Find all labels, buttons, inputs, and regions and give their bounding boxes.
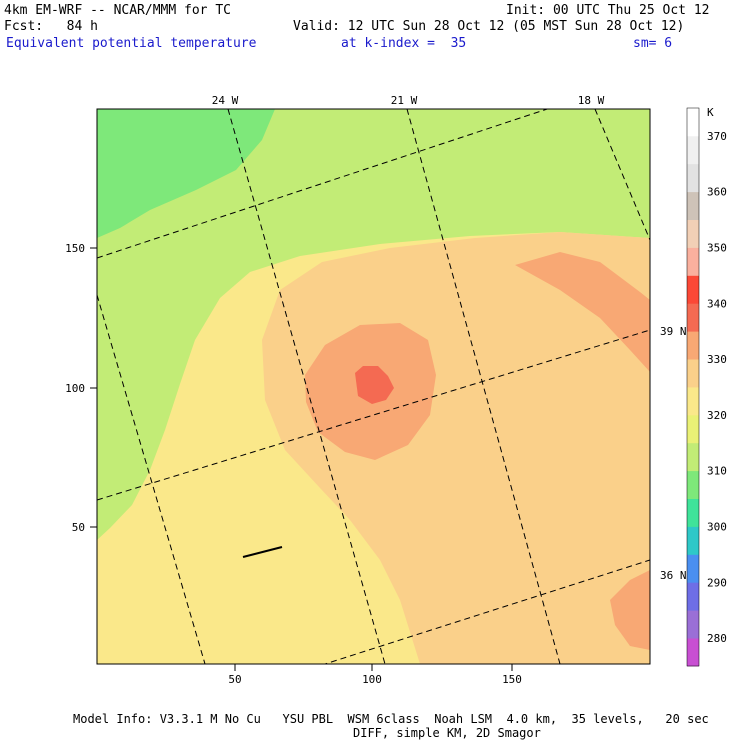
colorbar-tick-label: 320 — [707, 409, 727, 422]
colorbar-tick-label: 370 — [707, 130, 727, 143]
colorbar-band — [687, 163, 699, 193]
colorbar-band — [687, 387, 699, 416]
colorbar-band — [687, 414, 699, 444]
smoothing-label: sm= 6 — [633, 36, 673, 51]
colorbar-band — [687, 498, 699, 527]
lat-lon-grid — [97, 109, 650, 664]
longitude-label: 18 W — [578, 94, 605, 107]
colorbar-band — [687, 247, 699, 276]
latitude-label: 39 N — [660, 325, 687, 338]
plot-frame — [96, 108, 651, 665]
colorbar-unit-label: K — [707, 106, 714, 119]
field-340-core — [355, 366, 394, 404]
colorbar-frame — [686, 107, 700, 667]
longitude-label: 24 W — [212, 94, 239, 107]
colorbar-band — [687, 442, 699, 472]
level-label: at k-index = 35 — [341, 36, 467, 51]
model-title: 4km EM-WRF -- NCAR/MMM for TC — [4, 3, 231, 18]
field-300-region — [97, 109, 275, 238]
theta-e-field — [97, 109, 650, 664]
colorbar-tick-label: 350 — [707, 242, 727, 255]
colorbar-band — [687, 554, 699, 583]
longitude-label: 21 W — [391, 94, 418, 107]
valid-time: Valid: 12 UTC Sun 28 Oct 12 (05 MST Sun … — [293, 19, 685, 34]
diffusion-info: DIFF, simple KM, 2D Smagor — [353, 726, 541, 740]
y-tick-label: 50 — [72, 521, 85, 534]
x-tick-label: 50 — [228, 673, 241, 686]
init-time: Init: 00 UTC Thu 25 Oct 12 — [506, 3, 710, 18]
colorbar-band — [687, 219, 699, 248]
colorbar-band — [687, 135, 699, 165]
colorbar-band — [687, 303, 699, 332]
colorbar-band — [687, 191, 699, 220]
colorbar-tick-label: 360 — [707, 186, 727, 199]
y-tick-label: 150 — [65, 242, 85, 255]
field-310-region — [97, 109, 650, 540]
y-tick-label: 100 — [65, 382, 85, 395]
colorbar-band — [687, 331, 699, 360]
x-tick-label: 100 — [362, 673, 382, 686]
colorbar-band — [687, 359, 699, 388]
x-tick-marks — [234, 664, 513, 671]
x-tick-label: 150 — [502, 673, 522, 686]
colorbar-band — [687, 526, 699, 555]
colorbar-band — [687, 275, 699, 304]
colorbar-band — [687, 108, 699, 137]
colorbar-tick-label: 340 — [707, 297, 727, 310]
colorbar-tick-label: 280 — [707, 632, 727, 645]
wind-barb-line — [242, 546, 283, 558]
colorbar-band — [687, 582, 699, 611]
colorbar-band — [687, 638, 699, 667]
field-name: Equivalent potential temperature — [6, 36, 257, 51]
colorbar-tick-label: 300 — [707, 521, 727, 534]
colorbar-tick-label: 310 — [707, 465, 727, 478]
latitude-label: 36 N — [660, 569, 687, 582]
forecast-hour: Fcst: 84 h — [4, 19, 98, 34]
map-plot: 150 100 50 50 100 150 24 W 21 W 18 W 39 … — [65, 94, 727, 686]
colorbar-tick-label: 290 — [707, 576, 727, 589]
colorbar: 280 290 300 310 320 330 340 350 360 370 K — [686, 106, 727, 667]
y-tick-marks — [90, 247, 97, 528]
colorbar-band — [687, 470, 699, 499]
colorbar-tick-label: 330 — [707, 353, 727, 366]
field-335-east-region — [515, 252, 650, 372]
field-335-se-region — [610, 570, 650, 650]
model-info: Model Info: V3.3.1 M No Cu YSU PBL WSM 6… — [73, 712, 709, 726]
colorbar-band — [687, 610, 699, 639]
